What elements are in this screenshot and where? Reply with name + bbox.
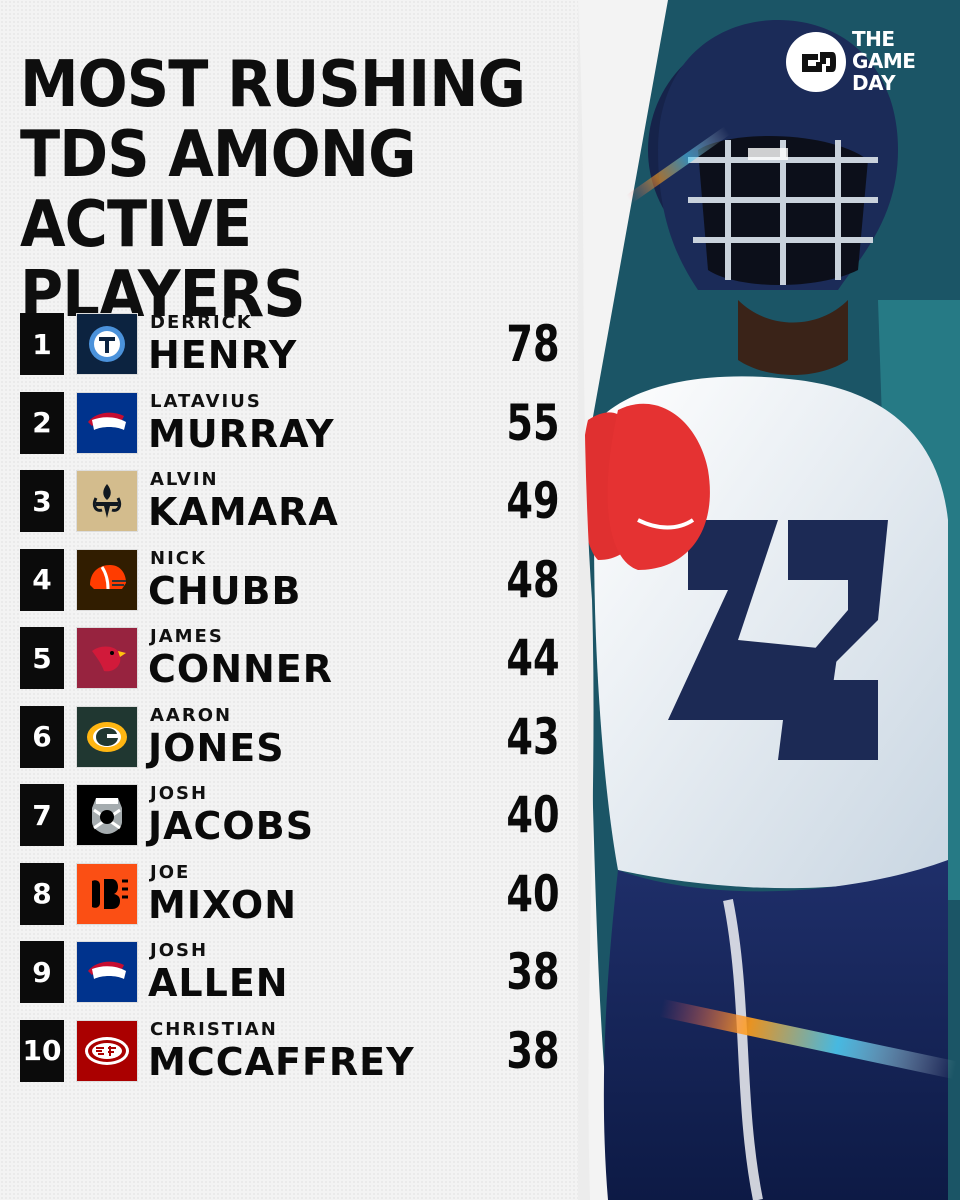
raiders-logo-icon (76, 784, 138, 846)
brand-wordmark: THE GAME DAY (852, 27, 916, 95)
rank-badge: 6 (20, 705, 64, 768)
rushing-td-count: 40 (506, 864, 560, 923)
saints-logo-icon (76, 470, 138, 532)
rushing-td-count: 78 (506, 315, 560, 373)
list-item: 1 DERRICK HENRY 78 (20, 313, 560, 377)
list-item: 6 AARON JONES 43 (20, 704, 560, 770)
gameday-logo-icon (786, 32, 846, 92)
player-first-name: JOSH (150, 783, 209, 804)
player-first-name: CHRISTIAN (150, 1018, 278, 1040)
list-item: 9 JOSH ALLEN 38 (20, 941, 560, 1005)
list-item: 4 NICK CHUBB 48 (20, 547, 560, 613)
player-first-name: JOE (150, 861, 191, 883)
rank-badge: 7 (20, 784, 64, 846)
player-photo-illustration (578, 0, 960, 1200)
player-last-name: MCCAFFREY (148, 1039, 415, 1084)
bills-logo-icon (76, 941, 138, 1003)
list-item: 2 LATAVIUS MURRAY 55 (20, 390, 560, 456)
list-item: 5 JAMES CONNER 44 (20, 627, 560, 691)
rank-badge: 8 (20, 862, 64, 925)
player-last-name: CONNER (148, 647, 334, 691)
player-first-name: DERRICK (150, 312, 253, 333)
rushing-td-count: 48 (506, 550, 560, 609)
rank-badge: 9 (20, 941, 64, 1003)
graphic-title: MOST RUSHING TDS AMONG ACTIVE PLAYERS (20, 50, 535, 330)
player-last-name: CHUBB (148, 568, 302, 613)
rank-badge: 4 (20, 548, 64, 611)
list-item: 10 CHRISTIAN MCCAFFREY 38 (20, 1018, 560, 1084)
player-last-name: MURRAY (148, 411, 335, 456)
rushing-td-count: 43 (506, 707, 560, 766)
rushing-td-count: 40 (506, 786, 560, 844)
rank-badge: 2 (20, 391, 64, 454)
bills-logo-icon (76, 391, 138, 454)
browns-logo-icon (76, 548, 138, 611)
player-last-name: ALLEN (148, 961, 289, 1005)
rushing-td-count: 44 (506, 629, 560, 687)
rushing-td-count: 38 (506, 943, 560, 1001)
title-line-3: ACTIVE PLAYERS (20, 188, 306, 332)
player-first-name: NICK (150, 547, 207, 569)
list-item: 7 JOSH JACOBS 40 (20, 784, 560, 848)
brand-line-3: DAY (852, 71, 896, 95)
player-first-name: JAMES (150, 626, 224, 647)
player-first-name: ALVIN (150, 469, 219, 490)
cardinals-logo-icon (76, 627, 138, 689)
packers-logo-icon (76, 705, 138, 768)
title-line-1: MOST RUSHING (20, 48, 526, 122)
leaderboard-list: 1 DERRICK HENRY 78 2 LATAVIUS MURRAY 55 3 ALVIN KA… (20, 313, 560, 1098)
player-first-name: JOSH (150, 940, 209, 961)
player-last-name: JONES (148, 725, 285, 770)
player-last-name: HENRY (148, 333, 298, 377)
rank-badge: 10 (20, 1019, 64, 1082)
brand-line-2: GAME (852, 49, 916, 73)
titans-logo-icon (76, 313, 138, 375)
rushing-td-count: 49 (506, 472, 560, 530)
49ers-logo-icon (76, 1019, 138, 1082)
list-item: 3 ALVIN KAMARA 49 (20, 470, 560, 534)
rank-badge: 3 (20, 470, 64, 532)
player-last-name: KAMARA (148, 490, 339, 534)
list-item: 8 JOE MIXON 40 (20, 861, 560, 927)
rushing-td-count: 55 (506, 393, 560, 452)
player-first-name: AARON (150, 704, 233, 726)
player-last-name: JACOBS (148, 804, 315, 848)
brand-logo: THE GAME DAY (786, 27, 946, 95)
player-first-name: LATAVIUS (150, 390, 262, 412)
player-photo (578, 0, 960, 1200)
rank-badge: 5 (20, 627, 64, 689)
rushing-td-count: 38 (506, 1021, 560, 1080)
bengals-logo-icon (76, 862, 138, 925)
rank-badge: 1 (20, 313, 64, 375)
brand-line-1: THE (852, 27, 895, 51)
player-last-name: MIXON (148, 882, 298, 927)
title-line-2: TDS AMONG (20, 118, 416, 192)
